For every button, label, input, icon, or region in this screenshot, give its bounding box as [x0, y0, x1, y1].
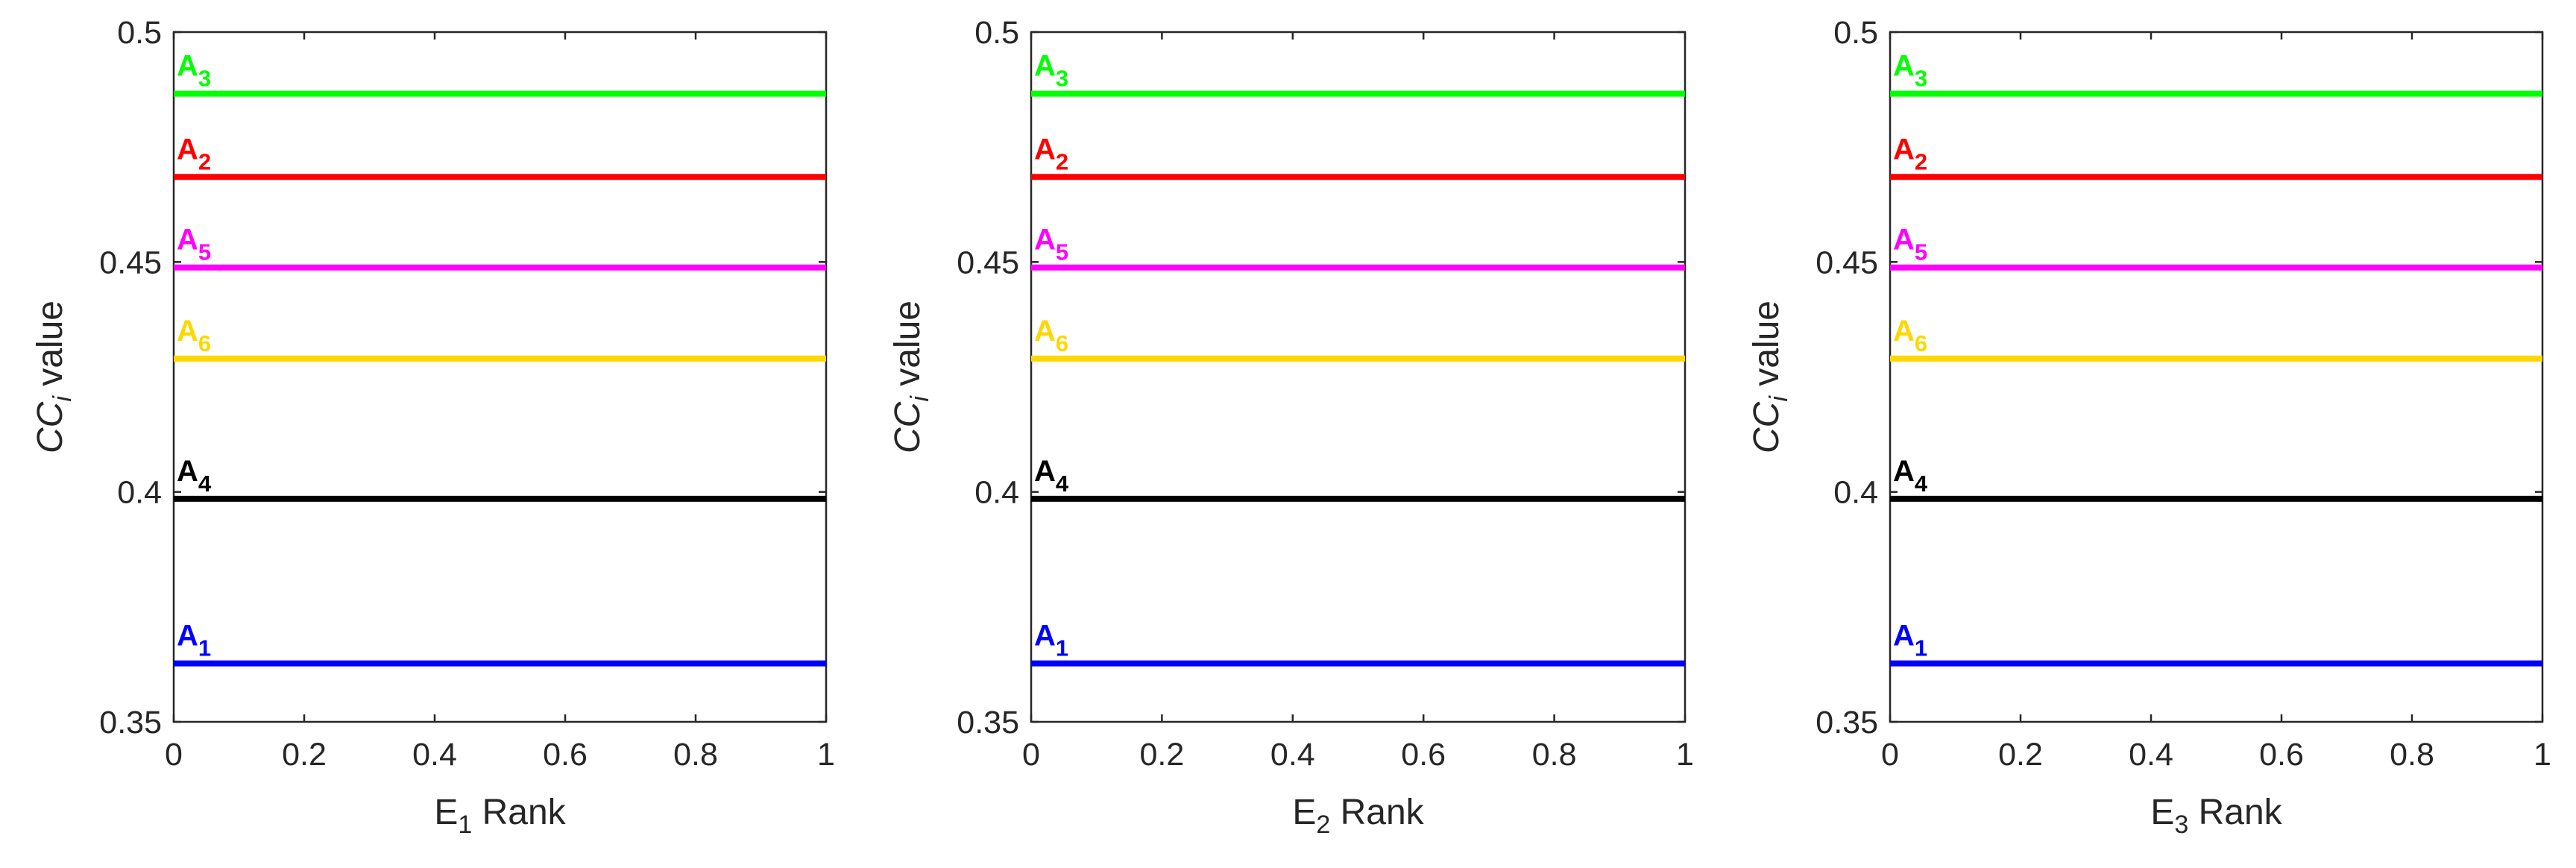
y-tick-label: 0.45 [957, 245, 1019, 280]
x-tick-label: 0.8 [1532, 737, 1577, 773]
x-tick-label: 1 [1676, 737, 1694, 773]
x-axis-title: E1 Rank [434, 793, 566, 839]
x-tick-label: 0.4 [2129, 737, 2173, 773]
series-label-a2: A2 [1034, 133, 1068, 174]
series-label-a2: A2 [1893, 133, 1927, 174]
series-label-a6: A6 [1893, 315, 1927, 356]
axes-box [1030, 31, 1687, 723]
y-tick-label: 0.45 [1816, 245, 1878, 280]
x-tick-label: 0 [1022, 737, 1040, 773]
axes-box [1889, 31, 2544, 723]
y-axis-title: CCi value [1747, 301, 1793, 453]
y-tick-label: 0.35 [99, 705, 162, 740]
y-tick-label: 0.35 [957, 705, 1019, 740]
y-axis-title: CCi value [31, 301, 77, 453]
x-tick-label: 0.4 [1270, 737, 1315, 773]
series-label-a3: A3 [1893, 50, 1927, 92]
x-axis-title: E3 Rank [2150, 793, 2282, 839]
y-tick-label: 0.5 [974, 15, 1019, 51]
series-label-a4: A4 [1034, 455, 1069, 497]
series-label-a3: A3 [177, 50, 211, 92]
y-tick-label: 0.4 [974, 475, 1019, 511]
series-label-a1: A1 [1034, 620, 1068, 661]
y-tick-label: 0.4 [1833, 475, 1878, 511]
y-tick-label: 0.5 [1833, 15, 1878, 51]
series-label-a4: A4 [1893, 455, 1928, 497]
x-axis-title: E2 Rank [1292, 793, 1424, 839]
chart-panel-1: 0 0.2 0.4 0.6 0.8 1 0.35 0.4 0.45 0.5 A1 A2 A3 A4 A5 A6… [31, 15, 835, 839]
series-label-a6: A6 [1034, 315, 1068, 356]
series-label-a5: A5 [1893, 224, 1927, 265]
x-tick-label: 0.8 [673, 737, 718, 773]
x-tick-label: 0.2 [282, 737, 327, 773]
x-tick-label: 0.2 [1998, 737, 2043, 773]
axes-box [172, 31, 828, 723]
series-label-a4: A4 [177, 455, 212, 497]
x-tick-label: 0.6 [2259, 737, 2304, 773]
series-label-a3: A3 [1034, 50, 1068, 92]
x-tick-label: 1 [817, 737, 835, 773]
x-tick-label: 0.2 [1140, 737, 1185, 773]
series-label-a2: A2 [177, 133, 211, 174]
x-tick-label: 0 [1881, 737, 1899, 773]
x-tick-label: 0 [165, 737, 183, 773]
series-label-a1: A1 [177, 620, 211, 661]
x-tick-label: 0.8 [2390, 737, 2434, 773]
y-tick-label: 0.5 [117, 15, 162, 51]
x-tick-label: 0.6 [543, 737, 588, 773]
series-label-a5: A5 [1034, 224, 1068, 265]
chart-panel-3: 0 0.2 0.4 0.6 0.8 1 0.35 0.4 0.45 0.5 A1 A2 A3 A4 A5 A6… [1747, 15, 2551, 839]
x-tick-label: 1 [2534, 737, 2551, 773]
y-tick-label: 0.45 [99, 245, 162, 280]
x-tick-label: 0.6 [1401, 737, 1446, 773]
y-tick-label: 0.35 [1816, 705, 1878, 740]
series-label-a6: A6 [177, 315, 211, 356]
series-label-a5: A5 [177, 224, 211, 265]
y-tick-label: 0.4 [117, 475, 162, 511]
series-label-a1: A1 [1893, 620, 1927, 661]
chart-panel-2: 0 0.2 0.4 0.6 0.8 1 0.35 0.4 0.45 0.5 A1 A2 A3 A4 A5 A6… [888, 15, 1694, 839]
x-tick-label: 0.4 [412, 737, 457, 773]
y-axis-title: CCi value [888, 301, 934, 453]
